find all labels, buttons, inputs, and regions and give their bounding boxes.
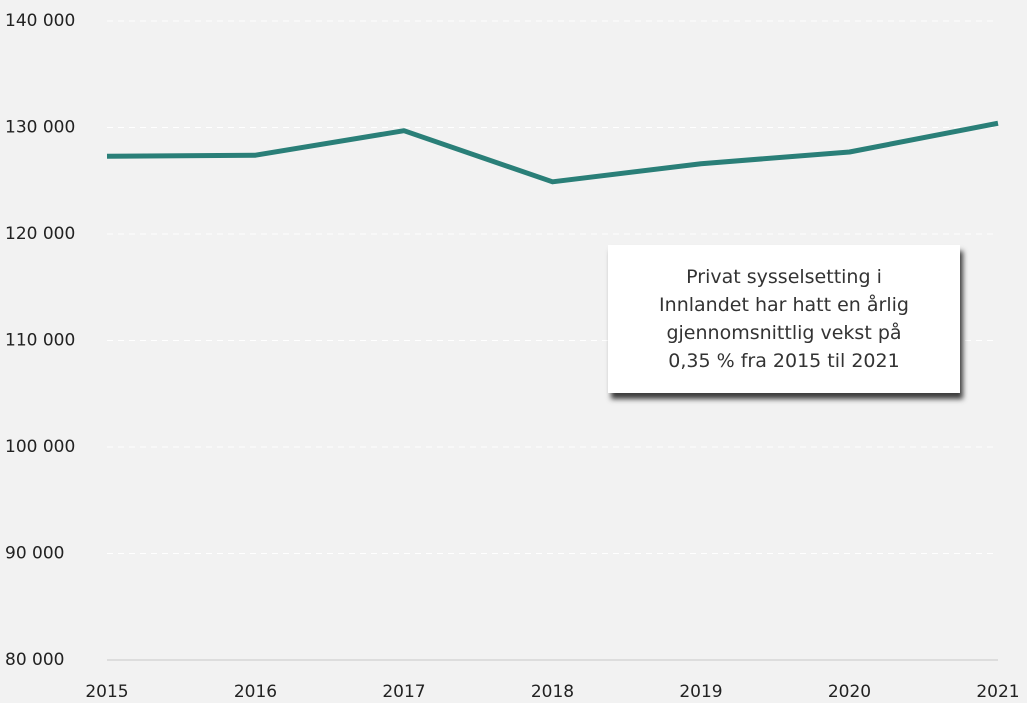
annotation-line: 0,35 % fra 2015 til 2021 <box>668 350 900 372</box>
x-tick-label: 2015 <box>85 682 128 702</box>
x-tick-label: 2021 <box>976 682 1019 702</box>
annotation-line: Privat sysselsetting i <box>686 266 882 288</box>
y-tick-label: 140 000 <box>5 11 75 31</box>
y-tick-label: 90 000 <box>5 544 64 564</box>
x-tick-label: 2016 <box>234 682 277 702</box>
x-tick-label: 2017 <box>382 682 425 702</box>
y-tick-label: 110 000 <box>5 331 75 351</box>
annotation-line: gjennomsnittlig vekst på <box>666 322 902 344</box>
y-tick-label: 120 000 <box>5 224 75 244</box>
x-tick-label: 2018 <box>531 682 574 702</box>
annotation-box: Privat sysselsetting i Innlandet har hatt… <box>608 245 960 393</box>
data-line <box>106 120 999 185</box>
y-tick-label: 130 000 <box>5 118 75 138</box>
x-tick-label: 2020 <box>828 682 871 702</box>
y-tick-label: 80 000 <box>5 650 64 670</box>
annotation-line: Innlandet har hatt en årlig <box>659 294 909 316</box>
y-tick-label: 100 000 <box>5 437 75 457</box>
x-tick-label: 2019 <box>679 682 722 702</box>
